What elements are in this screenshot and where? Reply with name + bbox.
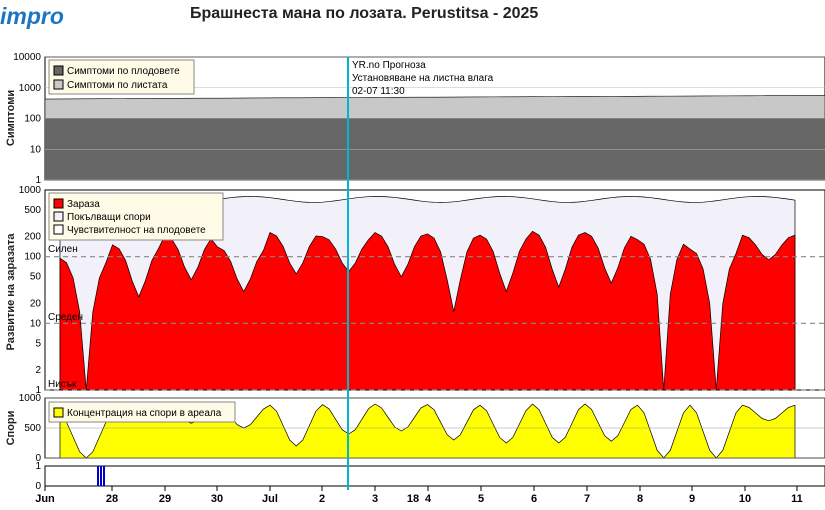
forecast-source: YR.no Прогноза: [352, 60, 426, 71]
legend-infection-label: Зараза: [67, 199, 100, 210]
panel-symptoms: 10000 1000 100 10 1 Симптоми Симптоми по пло…: [5, 52, 825, 186]
rain-bar: [97, 466, 99, 486]
xtick-label: 5: [478, 493, 484, 505]
forecast-timestamp: 02-07 11:30: [352, 86, 405, 97]
legend-germinating-label: Покълващи спори: [67, 212, 151, 223]
threshold-strong-label: Силен: [48, 244, 78, 255]
ytick-spores: 1000: [19, 393, 42, 404]
legend-fruit-swatch: [53, 65, 64, 76]
panel-rain-frame: [44, 465, 825, 487]
ytick-infection: 100: [24, 252, 41, 263]
panel-infection: 1000 500 200 100 50 20 10 5 2 1 Развитие на зараз…: [5, 185, 825, 396]
panel-spores: 1000 500 0 Спори Концентрация на спори в а…: [5, 393, 825, 464]
legend-leaf-label: Симптоми по листата: [67, 80, 168, 91]
xtick-label: 3: [372, 493, 378, 505]
rain-bar: [100, 466, 102, 486]
ytick-symptoms: 1000: [19, 83, 42, 94]
ytick-symptoms: 10000: [13, 52, 41, 63]
panel-spores-ylabel: Спори: [5, 411, 17, 446]
xtick-label: 8: [637, 493, 643, 505]
leaf-symptoms-area: [44, 95, 825, 119]
legend-germinating-swatch: [53, 211, 64, 222]
legend-fruit-sens-label: Чувствителност на плодовете: [67, 225, 206, 236]
xtick-label: 7: [584, 493, 590, 505]
legend-symptoms: Симптоми по плодовете Симптоми по листат…: [48, 59, 195, 95]
xtick-label: 9: [689, 493, 695, 505]
forecast-note: YR.no Прогноза Установяване на листна вл…: [352, 60, 494, 97]
ytick-symptoms: 1: [35, 175, 41, 186]
threshold-low-label: Нисък: [48, 379, 77, 390]
ytick-infection: 1: [35, 385, 41, 396]
threshold-medium-label: Среден: [48, 312, 83, 323]
ytick-infection: 500: [24, 205, 41, 216]
legend-leaf-swatch: [53, 79, 64, 90]
panel-infection-ylabel: Развитие на заразата: [5, 233, 17, 351]
ytick-symptoms: 100: [24, 114, 41, 125]
x-axis: Jun 28 29 30 Jul 2 3 4 5 6 7 8 9 10 11 18: [35, 486, 803, 505]
legend-infection-box: [48, 192, 224, 241]
forecast-leaf-wetness: Установяване на листна влага: [352, 73, 494, 84]
ytick-infection: 1000: [19, 185, 42, 196]
xtick-extra-label: 18: [407, 493, 419, 505]
xtick-label: Jun: [35, 493, 55, 505]
xtick-label: 28: [106, 493, 118, 505]
ytick-rain: 1: [35, 461, 41, 472]
ytick-spores: 0: [35, 453, 41, 464]
ytick-infection: 20: [30, 298, 42, 309]
ytick-infection: 10: [30, 318, 42, 329]
panel-rain: 10: [35, 461, 825, 492]
legend-fruit-sens-swatch: [53, 224, 64, 235]
ytick-symptoms: 10: [30, 144, 42, 155]
chart-title: Брашнеста мана по лозата. Perustitsa - 2…: [190, 5, 539, 22]
xtick-label: 2: [319, 493, 325, 505]
xtick-label: 30: [211, 493, 223, 505]
legend-infection-swatch: [53, 198, 64, 209]
xtick-label: 29: [159, 493, 171, 505]
ytick-infection: 200: [24, 232, 41, 243]
rain-bar: [103, 466, 105, 486]
ytick-spores: 500: [24, 423, 41, 434]
panel-symptoms-ylabel: Симптоми: [5, 90, 17, 146]
legend-spores: Концентрация на спори в ареала: [48, 401, 236, 423]
legend-fruit-label: Симптоми по плодовете: [67, 66, 180, 77]
legend-infection: Зараза Покълващи спори Чувствителност на…: [48, 192, 224, 241]
xtick-label: Jul: [262, 493, 278, 505]
ytick-infection: 5: [35, 338, 41, 349]
xtick-label: 4: [425, 493, 432, 505]
impro-logo: impro: [0, 3, 64, 29]
legend-spores-box: [48, 401, 236, 423]
legend-spores-swatch: [53, 407, 64, 418]
ytick-infection: 50: [30, 272, 42, 283]
xtick-label: 10: [739, 493, 751, 505]
ytick-infection: 2: [35, 365, 41, 376]
legend-spores-label: Концентрация на спори в ареала: [67, 408, 222, 419]
ytick-rain: 0: [35, 481, 41, 492]
xtick-label: 11: [791, 493, 803, 505]
legend-symptoms-box: [48, 59, 195, 95]
infection-area: [59, 230, 796, 391]
xtick-label: 6: [531, 493, 537, 505]
